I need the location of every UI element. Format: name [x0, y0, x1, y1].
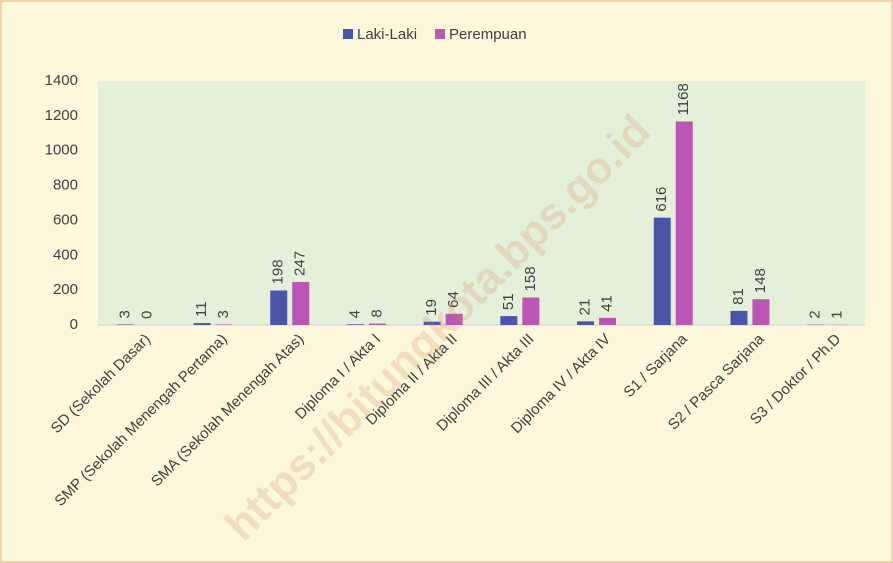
bar: [675, 121, 693, 325]
data-label: 158: [522, 266, 539, 291]
legend-label: Perempuan: [449, 26, 527, 43]
data-label: 0: [138, 311, 155, 319]
y-tick-label: 1200: [45, 107, 78, 124]
data-label: 3: [116, 310, 133, 318]
bar: [346, 324, 364, 325]
bar: [500, 316, 518, 325]
bar: [599, 317, 617, 325]
data-label: 81: [730, 288, 747, 305]
y-tick-label: 600: [53, 211, 78, 228]
data-label: 11: [193, 302, 210, 318]
legend-swatch: [435, 29, 446, 39]
data-label: 64: [445, 291, 462, 308]
y-tick-label: 1000: [45, 142, 78, 159]
data-label: 51: [500, 293, 517, 310]
bar: [193, 323, 211, 325]
plot-area: [98, 81, 865, 325]
data-label: 2: [807, 310, 824, 318]
bar: [522, 297, 540, 325]
bar: [368, 323, 386, 325]
data-label: 247: [292, 251, 309, 276]
bar: [423, 321, 441, 325]
bar: [215, 324, 233, 325]
bar: [653, 217, 671, 325]
bar: [445, 313, 463, 325]
bar: [270, 290, 288, 325]
legend-swatch: [343, 29, 353, 39]
y-tick-label: 400: [53, 246, 78, 263]
data-label: 4: [346, 310, 363, 318]
bar: [292, 281, 310, 325]
data-label: 41: [599, 295, 616, 312]
data-label: 8: [368, 309, 385, 317]
data-label: 616: [653, 187, 670, 212]
bar: [730, 310, 748, 325]
y-tick-label: 0: [70, 316, 78, 333]
bar: [577, 321, 595, 325]
data-label: 1168: [675, 83, 692, 115]
data-label: 1: [829, 310, 846, 318]
y-tick-label: 800: [53, 177, 78, 194]
bar: [116, 324, 134, 325]
y-tick-label: 1400: [45, 72, 78, 89]
data-label: 198: [270, 259, 287, 284]
legend-label: Laki-Laki: [357, 26, 417, 43]
data-label: 148: [752, 268, 769, 293]
data-label: 21: [577, 299, 594, 316]
y-tick-label: 200: [53, 281, 78, 298]
legend: Laki-Laki Perempuan: [343, 26, 527, 43]
data-label: 19: [423, 299, 440, 316]
bar: [752, 299, 770, 325]
data-label: 3: [215, 310, 232, 318]
